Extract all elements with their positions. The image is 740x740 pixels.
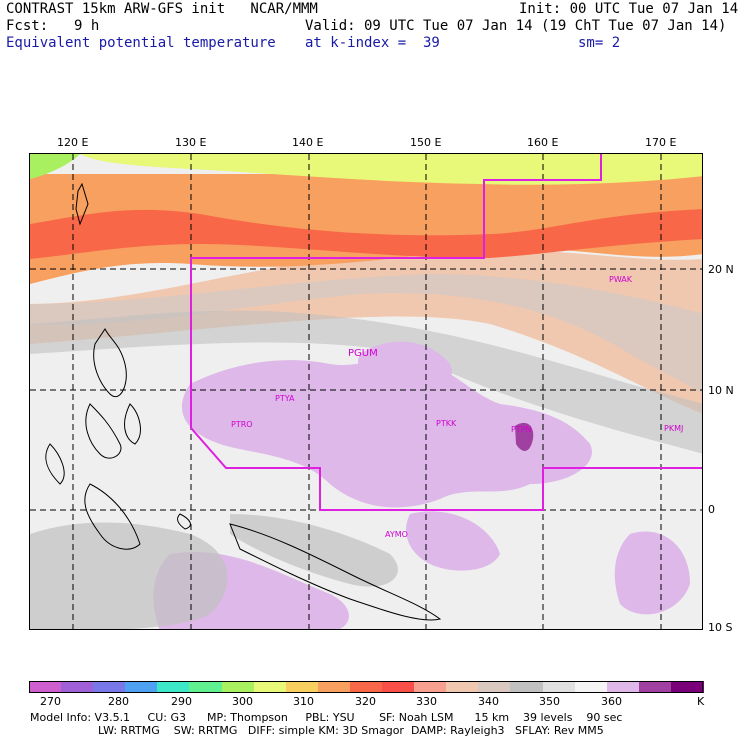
colorbar-label: 320 (355, 695, 376, 708)
colorbar-label: 300 (232, 695, 253, 708)
colorbar-label: 330 (416, 695, 437, 708)
lat-lon-grid (30, 154, 702, 629)
colorbar-label: 280 (108, 695, 129, 708)
band-365 (181, 357, 592, 508)
colorbar-swatch (93, 681, 127, 693)
lon-label: 150 E (410, 136, 442, 149)
colorbar-swatch (285, 681, 319, 693)
colorbar-swatch (542, 681, 576, 693)
colorbar-swatch (317, 681, 351, 693)
lon-label: 160 E (527, 136, 559, 149)
station-label: PKMJ (664, 424, 683, 433)
colorbar-swatch (478, 681, 512, 693)
equivalent-potential-temperature-map: PGUM PTYA PTRO PTKK PTPN PKMJ PWAK AYMO (29, 153, 703, 630)
model-info-line1: Model Info: V3.5.1 CU: G3 MP: Thompson P… (30, 711, 623, 724)
band-355 (30, 310, 702, 454)
lon-label: 120 E (57, 136, 89, 149)
band-370 (515, 422, 534, 451)
band-365 (614, 531, 690, 615)
colorbar-label: 350 (539, 695, 560, 708)
colorbar-swatch (189, 681, 223, 693)
band-320 (30, 174, 702, 284)
lon-label: 140 E (292, 136, 324, 149)
band-365 (358, 341, 452, 391)
band-350 (30, 274, 702, 393)
lat-label: 10 S (708, 621, 733, 634)
colorbar-label: 360 (601, 695, 622, 708)
init-time: Init: 00 UTC Tue 07 Jan 14 (519, 1, 739, 17)
colorbar-swatch (414, 681, 448, 693)
colorbar-unit: K (697, 695, 705, 708)
colorbar-swatch (221, 681, 255, 693)
band-355 (30, 522, 228, 629)
colorbar-swatch (157, 681, 191, 693)
colorbar-swatch (349, 681, 383, 693)
station-label: AYMO (385, 530, 408, 539)
valid-time: Valid: 09 UTC Tue 07 Jan 14 (19 ChT Tue … (305, 18, 727, 34)
band-300 (30, 154, 80, 179)
colorbar-swatch (125, 681, 159, 693)
colorbar-swatch (670, 681, 704, 693)
colorbar-label: 310 (293, 695, 314, 708)
lat-label: 20 N (708, 263, 734, 276)
station-label: PTYA (275, 394, 295, 403)
colorbar-swatch (510, 681, 544, 693)
lon-label: 170 E (645, 136, 677, 149)
colorbar-swatch (253, 681, 287, 693)
station-label: PTKK (436, 419, 457, 428)
colorbar-swatch (638, 681, 672, 693)
station-label: PGUM (348, 348, 378, 359)
lat-label: 0 (708, 503, 715, 516)
colorbar-swatch (61, 681, 95, 693)
station-label: PTPN (511, 425, 532, 434)
forecast-hour: 9 h (74, 18, 100, 34)
colorbar-swatch (29, 681, 62, 693)
model-info-line2: LW: RRTMG SW: RRTMG DIFF: simple KM: 3D … (98, 724, 604, 737)
model-title: CONTRAST 15km ARW-GFS init NCAR/MMM (6, 1, 318, 17)
colorbar-swatch (446, 681, 480, 693)
band-365 (406, 511, 500, 571)
colorbar-label: 340 (478, 695, 499, 708)
forecast-label: Fcst: (6, 18, 49, 34)
band-355 (230, 514, 398, 587)
colorbar-swatch (382, 681, 416, 693)
colorbar-label: 270 (40, 695, 61, 708)
band-330 (30, 209, 702, 259)
station-label: PTRO (231, 420, 253, 429)
colorbar-frame (29, 681, 703, 693)
lat-label: 10 N (708, 384, 734, 397)
lon-label: 130 E (175, 136, 207, 149)
field-name: Equivalent potential temperature (6, 35, 276, 51)
region-boundary (190, 154, 702, 511)
station-label: PWAK (609, 275, 633, 284)
colorbar-swatch (574, 681, 608, 693)
colorbar-swatch (606, 681, 640, 693)
level-index: at k-index = 39 (305, 35, 440, 51)
colorbar-label: 290 (171, 695, 192, 708)
smoothing: sm= 2 (578, 35, 621, 51)
coastlines (45, 182, 442, 621)
band-310 (80, 154, 702, 185)
